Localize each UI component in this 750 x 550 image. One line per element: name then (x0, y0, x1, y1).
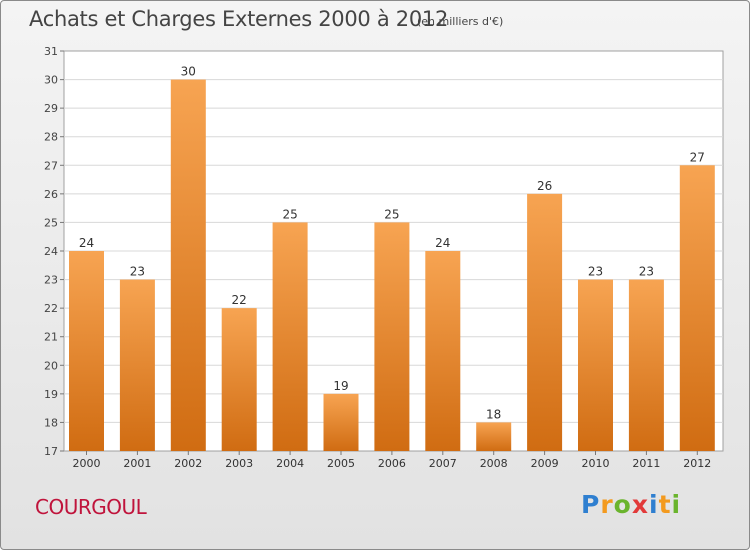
xtick-label: 2010 (582, 457, 610, 470)
data-label: 26 (537, 179, 552, 193)
xtick-label: 2007 (429, 457, 457, 470)
data-label: 23 (130, 265, 145, 279)
logo-letter: i (649, 490, 659, 519)
ytick-label: 31 (44, 45, 58, 58)
logo-letter: o (613, 490, 632, 519)
xtick-label: 2004 (276, 457, 304, 470)
ytick-label: 22 (44, 302, 58, 315)
logo-letter: P (581, 490, 601, 519)
logo-letter: x (631, 490, 649, 519)
ytick-label: 20 (44, 359, 58, 372)
bar (425, 251, 461, 451)
xtick-label: 2002 (174, 457, 202, 470)
logo-letter: t (658, 490, 672, 519)
data-label: 30 (181, 65, 196, 79)
ytick-label: 28 (44, 131, 58, 144)
data-label: 27 (690, 150, 705, 164)
bar (527, 193, 563, 451)
xtick-label: 2005 (327, 457, 355, 470)
bar (221, 308, 257, 451)
commune-name: COURGOUL (35, 495, 147, 519)
bar (374, 222, 410, 451)
ytick-label: 29 (44, 102, 58, 115)
xtick-label: 2008 (480, 457, 508, 470)
data-label: 25 (282, 207, 297, 221)
ytick-label: 19 (44, 388, 58, 401)
xtick-label: 2003 (225, 457, 253, 470)
data-label: 23 (588, 265, 603, 279)
bar (679, 165, 715, 452)
ytick-label: 27 (44, 159, 58, 172)
data-label: 24 (79, 236, 94, 250)
xtick-label: 2009 (531, 457, 559, 470)
ytick-label: 24 (44, 245, 58, 258)
data-label: 23 (639, 265, 654, 279)
xtick-label: 2001 (123, 457, 151, 470)
ytick-label: 26 (44, 188, 58, 201)
data-label: 24 (435, 236, 450, 250)
xtick-label: 2006 (378, 457, 406, 470)
bar (323, 393, 359, 451)
bar (69, 251, 104, 451)
proxiti-logo: Proxiti (581, 490, 681, 519)
data-label: 19 (333, 379, 348, 393)
ytick-label: 18 (44, 416, 58, 429)
bar (119, 279, 155, 451)
data-label: 25 (384, 207, 399, 221)
chart-unit-note: (en milliers d'€) (417, 15, 504, 28)
bar (628, 279, 664, 451)
chart-title: Achats et Charges Externes 2000 à 2012 (29, 7, 449, 31)
ytick-label: 23 (44, 274, 58, 287)
ytick-label: 21 (44, 331, 58, 344)
bar (578, 279, 613, 451)
ytick-label: 30 (44, 74, 58, 87)
xtick-label: 2012 (683, 457, 711, 470)
ytick-label: 25 (44, 216, 58, 229)
data-label: 18 (486, 407, 501, 421)
ytick-label: 17 (44, 445, 58, 458)
xtick-label: 2000 (73, 457, 101, 470)
logo-letter: r (600, 490, 614, 519)
bar (272, 222, 308, 451)
data-label: 22 (232, 293, 247, 307)
xtick-label: 2011 (632, 457, 660, 470)
logo-letter: i (671, 490, 682, 519)
bar (476, 422, 512, 451)
bar (170, 79, 206, 452)
